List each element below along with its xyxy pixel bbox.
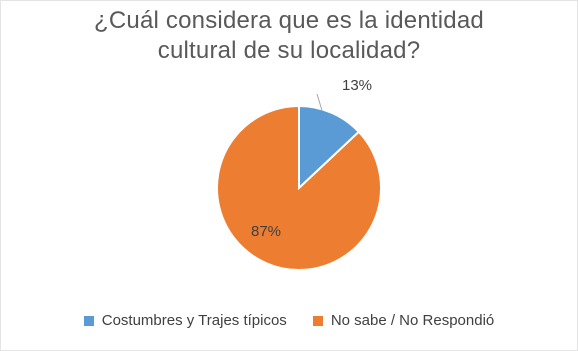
chart-title-line-1: ¿Cuál considera que es la identidad	[94, 7, 484, 34]
legend-item-no-sabe: No sabe / No Respondió	[312, 312, 495, 329]
pie-slice-costumbres	[298, 104, 361, 191]
legend-swatch-blue	[83, 315, 94, 326]
data-label-costumbres: 13%	[342, 77, 372, 94]
chart-legend: Costumbres y Trajes típicos No sabe / No…	[0, 312, 578, 329]
legend-swatch-orange	[312, 315, 323, 326]
chart-title-line-2: cultural de su localidad?	[157, 37, 421, 64]
pie-slice-no-sabe	[216, 104, 382, 271]
legend-label-no-sabe: No sabe / No Respondió	[330, 312, 495, 329]
legend-item-costumbres: Costumbres y Trajes típicos	[83, 312, 287, 329]
chart-title: ¿Cuál considera que es la identidad cult…	[0, 6, 578, 66]
data-label-no-sabe: 87%	[251, 223, 281, 240]
legend-label-costumbres: Costumbres y Trajes típicos	[101, 312, 287, 329]
data-label-leader-line	[316, 93, 323, 111]
